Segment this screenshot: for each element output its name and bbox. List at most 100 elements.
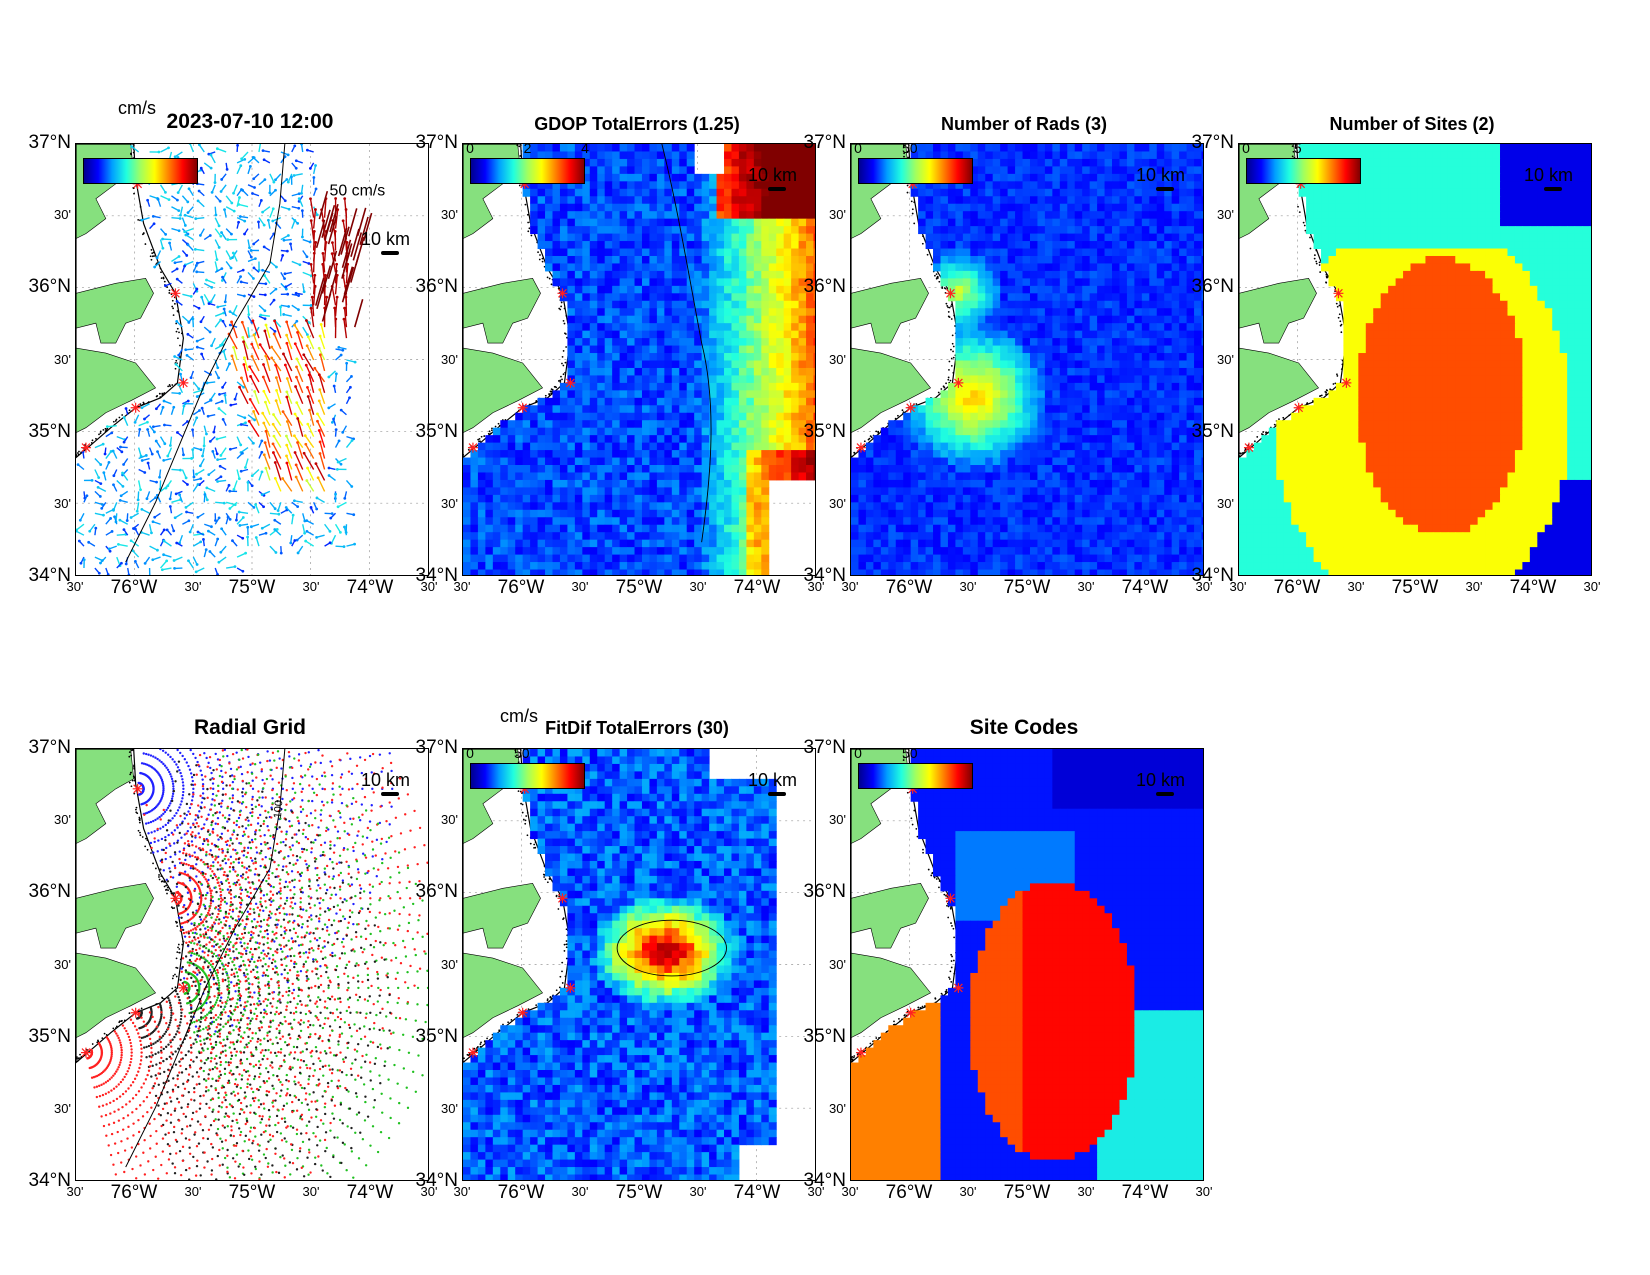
rads-colorbar-tick: 0 — [854, 140, 862, 156]
lat-tick-label: 30' — [441, 1100, 458, 1116]
lon-tick-label: 30' — [571, 1184, 589, 1199]
fitdif-scale-label: 10 km — [748, 770, 798, 790]
sites-map — [1238, 143, 1592, 576]
sitecodes-colorbar-tick: 0 — [854, 745, 862, 761]
rads-colorbar — [858, 158, 973, 184]
lat-tick-label: 30' — [829, 1100, 846, 1116]
lon-tick-label: 30' — [807, 1184, 825, 1199]
lon-tick-label: 30' — [1229, 579, 1247, 594]
lat-tick-label: 30' — [829, 956, 846, 972]
gdop-scale-label: 10 km — [748, 165, 798, 185]
lon-tick-label: 74°W — [1121, 577, 1169, 598]
lon-tick-label: 30' — [841, 1184, 859, 1199]
lon-tick-label: 30' — [1195, 1184, 1213, 1199]
sitecodes-colorbar — [858, 763, 973, 789]
lon-tick-label: 76°W — [110, 1182, 158, 1203]
lon-tick-label: 30' — [1583, 579, 1601, 594]
lon-tick-label: 75°W — [228, 1182, 276, 1203]
lon-tick-label: 30' — [1347, 579, 1365, 594]
lat-tick-label: 35°N — [28, 420, 71, 442]
lat-tick-label: 30' — [54, 495, 71, 511]
lon-tick-label: 74°W — [733, 1182, 781, 1203]
gdop-colorbar-tick: 4 — [581, 140, 589, 156]
lat-tick-label: 35°N — [803, 1025, 846, 1047]
lat-tick-label: 30' — [54, 207, 71, 223]
lon-tick-label: 30' — [841, 579, 859, 594]
lat-tick-label: 34°N — [803, 1170, 846, 1191]
lon-tick-label: 74°W — [1509, 577, 1557, 598]
fitdif-colorbar — [470, 763, 585, 789]
lat-tick-label: 37°N — [1191, 132, 1234, 153]
lon-tick-label: 30' — [66, 579, 84, 594]
lon-tick-label: 30' — [453, 1184, 471, 1199]
rads-scale-bar — [1156, 187, 1174, 191]
lat-tick-label: 36°N — [28, 276, 71, 298]
fitdif-colorbar-tick: 0 — [466, 745, 474, 761]
lat-tick-label: 35°N — [803, 420, 846, 442]
rads-scale-label: 10 km — [1136, 165, 1186, 185]
velocity-colorbar — [83, 158, 198, 184]
lat-tick-label: 36°N — [28, 881, 71, 903]
sites-colorbar — [1246, 158, 1361, 184]
lon-tick-label: 30' — [184, 1184, 202, 1199]
lon-tick-label: 75°W — [615, 1182, 663, 1203]
lon-tick-label: 30' — [1195, 579, 1213, 594]
rads-colorbar-tick: 50 — [901, 140, 918, 156]
lat-tick-label: 34°N — [415, 1170, 458, 1191]
sites-title: Number of Sites (2) — [1329, 114, 1495, 134]
lon-tick-label: 74°W — [733, 577, 781, 598]
lon-tick-label: 30' — [302, 1184, 320, 1199]
lon-tick-label: 76°W — [1273, 577, 1321, 598]
lon-tick-label: 74°W — [1121, 1182, 1169, 1203]
lon-tick-label: 30' — [66, 1184, 84, 1199]
gdop-colorbar-tick: 2 — [523, 140, 532, 156]
lat-tick-label: 35°N — [415, 420, 458, 442]
lat-tick-label: 37°N — [415, 737, 458, 758]
lat-tick-label: 37°N — [803, 737, 846, 758]
lat-tick-label: 36°N — [415, 276, 458, 298]
velocity-unit: cm/s — [118, 98, 156, 118]
lat-tick-label: 34°N — [28, 1170, 71, 1191]
lon-tick-label: 76°W — [885, 577, 933, 598]
lon-tick-label: 30' — [302, 579, 320, 594]
lon-tick-label: 75°W — [1003, 577, 1051, 598]
fitdif-map — [462, 748, 816, 1181]
radial-scale-bar — [381, 792, 399, 796]
lon-tick-label: 74°W — [346, 1182, 394, 1203]
lat-tick-label: 30' — [829, 495, 846, 511]
lat-tick-label: 37°N — [803, 132, 846, 153]
lat-tick-label: 30' — [829, 351, 846, 367]
lat-tick-label: 36°N — [415, 881, 458, 903]
fitdif-colorbar-tick: 50 — [513, 745, 530, 761]
lat-tick-label: 34°N — [28, 565, 71, 586]
lat-tick-label: 34°N — [803, 565, 846, 586]
lon-tick-label: 30' — [420, 1184, 438, 1199]
sitecodes-scale-bar — [1156, 792, 1174, 796]
lon-tick-label: 76°W — [885, 1182, 933, 1203]
velocity-scale-vector-label: 50 cm/s — [330, 183, 386, 200]
lat-tick-label: 30' — [829, 812, 846, 828]
sitecodes-colorbar-tick: 50 — [901, 745, 918, 761]
lat-tick-label: 30' — [829, 207, 846, 223]
sitecodes-title: Site Codes — [969, 716, 1079, 739]
lat-tick-label: 34°N — [415, 565, 458, 586]
lat-tick-label: 35°N — [415, 1025, 458, 1047]
sites-scale-label: 10 km — [1524, 165, 1574, 185]
lon-tick-label: 30' — [571, 579, 589, 594]
rads-title: Number of Rads (3) — [940, 114, 1108, 134]
fitdif-scale-bar — [768, 792, 786, 796]
lat-tick-label: 30' — [441, 495, 458, 511]
lat-tick-label: 30' — [441, 812, 458, 828]
sites-scale-bar — [1544, 187, 1562, 191]
lat-tick-label: 36°N — [1191, 276, 1234, 298]
lon-tick-label: 75°W — [615, 577, 663, 598]
sitecodes-scale-label: 10 km — [1136, 770, 1186, 790]
lat-tick-label: 30' — [1217, 207, 1234, 223]
sites-colorbar-tick: 5 — [1293, 140, 1302, 156]
lon-tick-label: 30' — [807, 579, 825, 594]
velocity-scale-label: 10 km — [361, 229, 411, 249]
lon-tick-label: 76°W — [497, 1182, 545, 1203]
lat-tick-label: 37°N — [28, 737, 71, 758]
lat-tick-label: 30' — [54, 812, 71, 828]
lon-tick-label: 75°W — [228, 577, 276, 598]
